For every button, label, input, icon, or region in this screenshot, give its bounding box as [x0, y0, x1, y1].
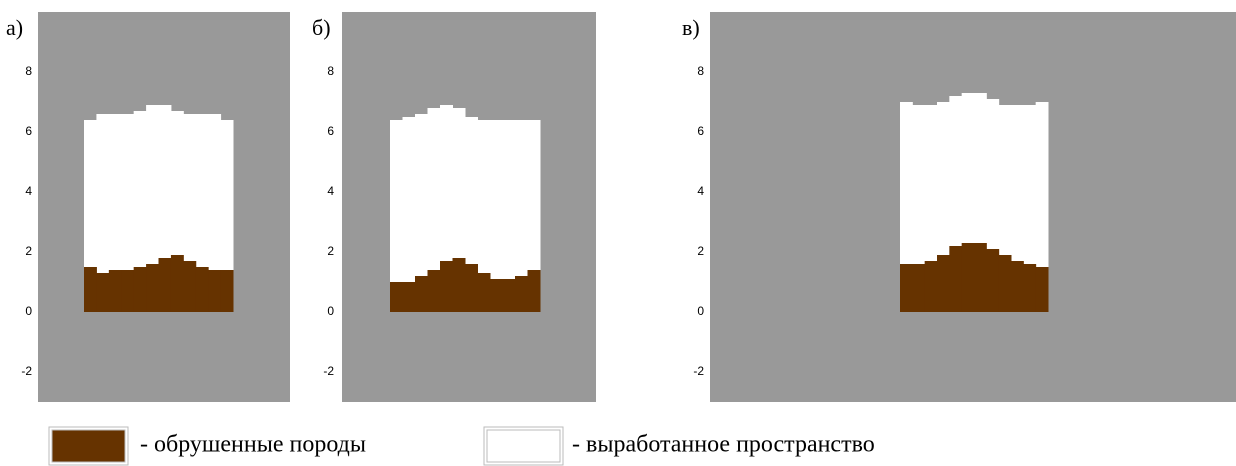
- rubble-column: [515, 276, 528, 312]
- rubble-column: [109, 270, 122, 312]
- y-tick-label: 2: [697, 244, 704, 258]
- y-tick-label: 4: [25, 184, 32, 198]
- y-tick-label: 0: [25, 304, 32, 318]
- rubble-column: [390, 282, 403, 312]
- y-tick-label: -2: [693, 364, 704, 378]
- y-tick-label: -2: [323, 364, 334, 378]
- rubble-column: [208, 270, 221, 312]
- y-tick-label: 2: [25, 244, 32, 258]
- panel-label: в): [682, 15, 700, 40]
- legend-label: - выработанное пространство: [572, 432, 875, 458]
- legend-label: - обрушенные породы: [140, 432, 366, 458]
- y-tick-label: -2: [21, 364, 32, 378]
- rubble-column: [974, 243, 987, 312]
- rubble-column: [1023, 264, 1036, 312]
- y-tick-label: 8: [327, 64, 334, 78]
- rubble-column: [478, 273, 491, 312]
- y-tick-label: 0: [327, 304, 334, 318]
- y-tick-label: 0: [697, 304, 704, 318]
- rubble-column: [96, 273, 109, 312]
- rubble-column: [999, 255, 1012, 312]
- rubble-column: [159, 258, 172, 312]
- rubble-column: [949, 246, 962, 312]
- rubble-column: [528, 270, 541, 312]
- y-tick-label: 8: [25, 64, 32, 78]
- rubble-column: [900, 264, 913, 312]
- y-tick-label: 4: [697, 184, 704, 198]
- rubble-column: [937, 255, 950, 312]
- panel-label: б): [312, 15, 331, 40]
- rubble-column: [465, 264, 478, 312]
- rubble-column: [84, 267, 97, 312]
- rubble-column: [440, 261, 453, 312]
- y-tick-label: 2: [327, 244, 334, 258]
- rubble-column: [134, 267, 147, 312]
- rubble-column: [503, 279, 516, 312]
- y-tick-label: 6: [327, 124, 334, 138]
- rubble-column: [121, 270, 134, 312]
- rubble-column: [986, 249, 999, 312]
- rubble-column: [171, 255, 184, 312]
- rubble-column: [146, 264, 159, 312]
- rubble-column: [962, 243, 975, 312]
- rubble-column: [221, 270, 234, 312]
- rubble-column: [415, 276, 428, 312]
- rubble-column: [453, 258, 466, 312]
- rubble-column: [428, 270, 441, 312]
- rubble-column: [403, 282, 416, 312]
- rubble-column: [1011, 261, 1024, 312]
- rubble-column: [925, 261, 938, 312]
- y-tick-label: 8: [697, 64, 704, 78]
- y-tick-label: 4: [327, 184, 334, 198]
- panel-label: а): [6, 15, 23, 40]
- rubble-column: [490, 279, 503, 312]
- figure: а) -2 0 2 4 6 8 б) -2 0 2 4 6 8 в) -2 0 2 4 6 8 - обрушенные …: [0, 0, 1236, 466]
- rubble-column: [196, 267, 209, 312]
- y-tick-label: 6: [697, 124, 704, 138]
- legend-swatch: [52, 430, 125, 462]
- y-tick-label: 6: [25, 124, 32, 138]
- legend-swatch: [487, 430, 560, 462]
- rubble-column: [183, 261, 196, 312]
- rubble-column: [1036, 267, 1049, 312]
- rubble-column: [912, 264, 925, 312]
